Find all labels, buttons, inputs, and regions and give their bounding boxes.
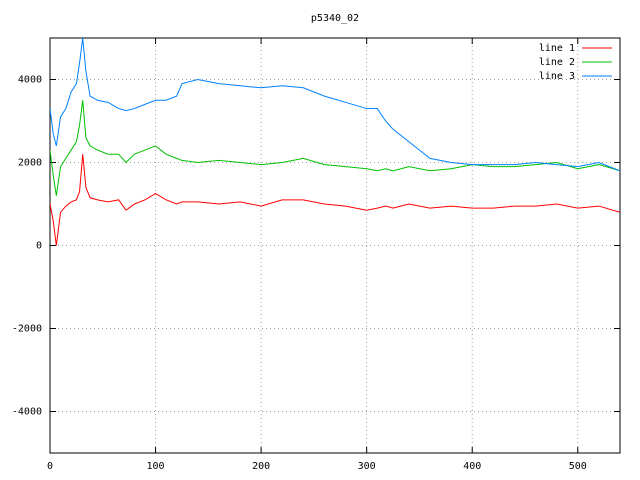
- x-tick-label: 300: [358, 461, 376, 472]
- legend-label: line 1: [539, 43, 575, 54]
- legend-label: line 2: [539, 57, 575, 68]
- x-tick-label: 400: [463, 461, 481, 472]
- x-tick-label: 200: [252, 461, 270, 472]
- y-tick-label: 0: [36, 241, 42, 252]
- data-line: [50, 154, 620, 246]
- y-tick-label: -4000: [12, 407, 42, 418]
- chart-title: p5340_02: [311, 13, 359, 24]
- x-tick-label: 500: [569, 461, 587, 472]
- y-tick-label: -2000: [12, 324, 42, 335]
- legend-label: line 3: [539, 71, 575, 82]
- x-tick-label: 0: [47, 461, 53, 472]
- plot-border: [49, 37, 621, 454]
- y-tick-label: 4000: [18, 75, 42, 86]
- data-line: [50, 100, 620, 196]
- y-tick-label: 2000: [18, 158, 42, 169]
- data-line: [50, 38, 620, 172]
- x-tick-label: 100: [147, 461, 165, 472]
